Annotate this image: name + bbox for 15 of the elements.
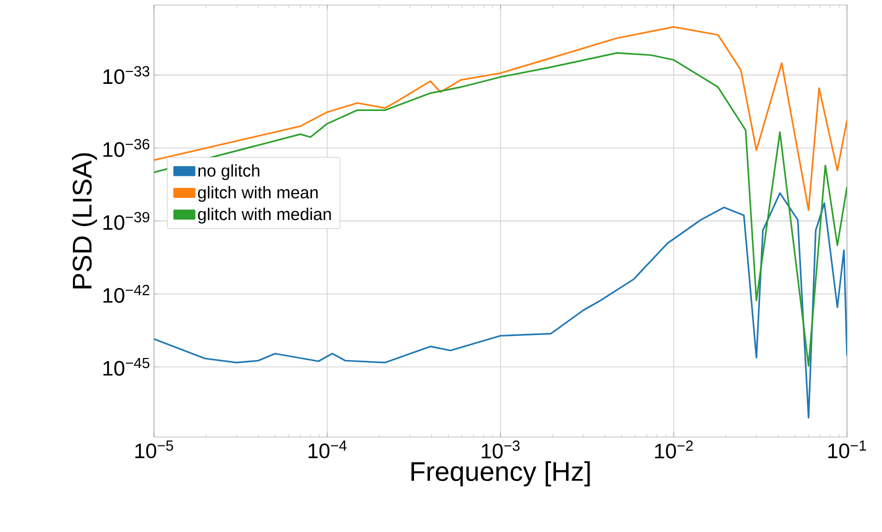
x-tick-label: 10$^{−2}$ <box>655 440 693 458</box>
y-tick-label: 10$^{−42}$ <box>103 284 150 303</box>
y-axis-title: PSD (LISA) <box>72 153 98 288</box>
y-tick-label: 10$^{−36}$ <box>103 139 150 157</box>
legend-label: glitch with mean <box>198 186 318 202</box>
x-tick-label: 10$^{−3}$ <box>482 440 520 458</box>
y-tick-label: 10$^{−33}$ <box>103 66 150 84</box>
x-tick-label: 10$^{−5}$ <box>135 440 174 458</box>
y-tick-label: 10$^{−39}$ <box>103 212 150 230</box>
x-tick-label: 10$^{−1}$ <box>828 440 866 458</box>
legend-label: glitch with median <box>198 208 331 224</box>
legend-label: no glitch <box>198 164 260 180</box>
y-tick-label: 10$^{−45}$ <box>103 358 150 376</box>
x-tick-label: 10$^{−4}$ <box>308 440 347 458</box>
x-axis-title: Frequency [Hz] <box>412 461 590 486</box>
